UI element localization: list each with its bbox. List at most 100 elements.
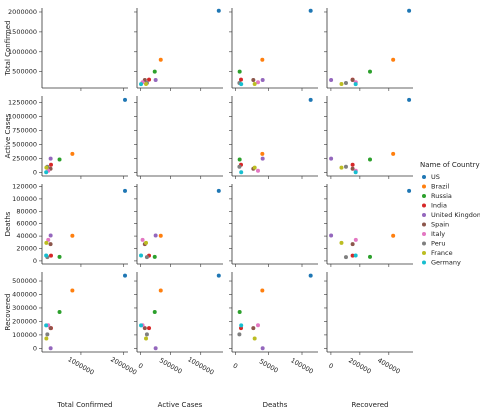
point [391,57,396,62]
point [48,253,53,258]
legend-label: Peru [431,240,445,248]
y-axis-title: Deaths [4,211,12,236]
point [407,8,412,13]
y-tick-label: 100000 [12,331,37,339]
point [57,310,62,314]
point [239,170,244,175]
y-axis-title: Recovered [4,294,12,331]
point [216,188,221,193]
point [153,77,158,82]
y-tick-label: 1000000 [8,48,37,56]
y-tick-label: 1250000 [8,99,37,107]
point [44,170,49,175]
y-tick-label: 1000000 [8,113,37,121]
point [256,323,260,328]
point [57,157,62,162]
x-tick-label: 2000000 [109,355,138,376]
point [353,237,358,242]
x-axis-title: Total Confirmed [57,401,113,409]
point [139,323,144,328]
point [158,233,163,238]
point [216,8,221,13]
point [237,157,242,162]
point [391,233,396,238]
legend-marker [422,241,426,246]
point [158,288,163,293]
point [368,157,372,162]
x-tick-label: 400000 [376,356,402,375]
point [123,273,128,278]
point [407,97,412,102]
point [237,310,242,314]
point [343,164,348,169]
point [139,253,144,258]
point [329,77,334,82]
point [407,188,412,193]
legend-marker [422,232,426,236]
y-tick-label: 60000 [16,220,37,228]
point [353,82,358,87]
point [239,323,244,328]
point [44,253,49,258]
point [350,78,355,83]
legend-title: Name of Country [420,161,480,169]
point [339,81,344,86]
x-tick-label: 0 [137,362,145,371]
point [144,332,149,337]
y-tick-label: 1500000 [8,28,37,36]
point [350,253,355,258]
point [147,326,152,331]
legend-label: France [431,249,453,257]
legend-marker [422,251,426,255]
point [147,77,152,82]
point [260,156,265,161]
legend-label: Brazil [431,183,449,191]
x-tick-label: 50000 [258,357,280,374]
point [237,164,242,169]
point [252,336,257,341]
point [308,97,313,102]
y-tick-label: 40000 [16,232,37,240]
y-tick-label: 250000 [12,155,37,163]
point [48,326,53,331]
x-tick-label: 200000 [347,356,373,375]
x-tick-label: 0 [327,362,335,371]
point [48,242,53,247]
y-tick-label: 20000 [16,244,37,252]
point [256,168,260,173]
y-tick-label: 100000 [12,195,37,203]
point [144,336,149,341]
point [329,233,334,238]
point [70,233,75,238]
legend-marker [422,175,426,179]
point [251,78,256,83]
legend-marker [422,213,426,217]
point [153,233,158,238]
point [260,288,265,293]
point [237,69,242,74]
point [48,162,53,167]
y-tick-label: 300000 [12,304,37,312]
y-tick-label: 0 [33,169,37,177]
x-tick-label: 100000 [289,356,315,375]
point [153,346,158,351]
legend-label: United Kingdom [431,211,480,219]
point [252,81,257,86]
point [44,240,49,245]
point [353,253,358,258]
legend-marker [422,260,426,265]
y-tick-label: 400000 [12,290,37,298]
point [139,82,144,87]
point [239,82,244,87]
point [251,326,256,331]
y-axis-title: Active Cases [4,113,12,158]
point [140,237,145,242]
point [308,273,313,278]
y-tick-label: 500000 [12,68,37,76]
point [158,57,163,62]
point [260,57,265,62]
point [152,254,157,259]
point [48,156,53,161]
legend-label: Germany [431,259,461,267]
x-axis-title: Recovered [352,401,389,409]
